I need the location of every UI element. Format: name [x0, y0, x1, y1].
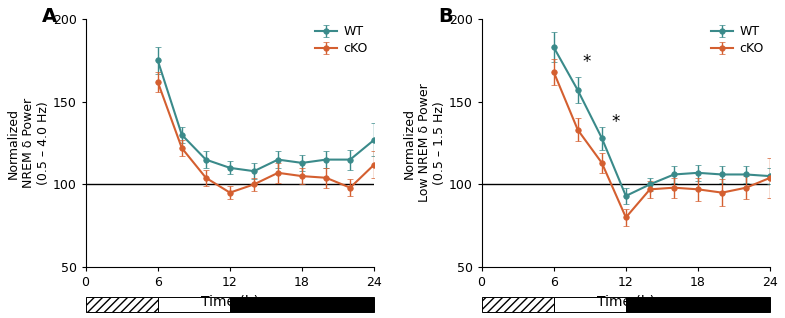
- Bar: [481, 297, 553, 312]
- Bar: [230, 297, 374, 312]
- Bar: [626, 297, 770, 312]
- Text: *: *: [582, 53, 591, 71]
- X-axis label: Time (h): Time (h): [201, 294, 259, 308]
- X-axis label: Time (h): Time (h): [597, 294, 655, 308]
- Bar: [553, 297, 626, 312]
- Text: B: B: [438, 7, 453, 26]
- Bar: [86, 297, 158, 312]
- Bar: [158, 297, 230, 312]
- Text: *: *: [612, 113, 620, 131]
- Y-axis label: Normalized
Low NREM δ Power
(0.5 – 1.5 Hz): Normalized Low NREM δ Power (0.5 – 1.5 H…: [403, 84, 446, 203]
- Legend: WT, cKO: WT, cKO: [315, 25, 368, 55]
- Y-axis label: Normalized
NREM δ Power
(0.5 – 4.0 Hz): Normalized NREM δ Power (0.5 – 4.0 Hz): [7, 98, 50, 188]
- Legend: WT, cKO: WT, cKO: [710, 25, 764, 55]
- Text: A: A: [42, 7, 57, 26]
